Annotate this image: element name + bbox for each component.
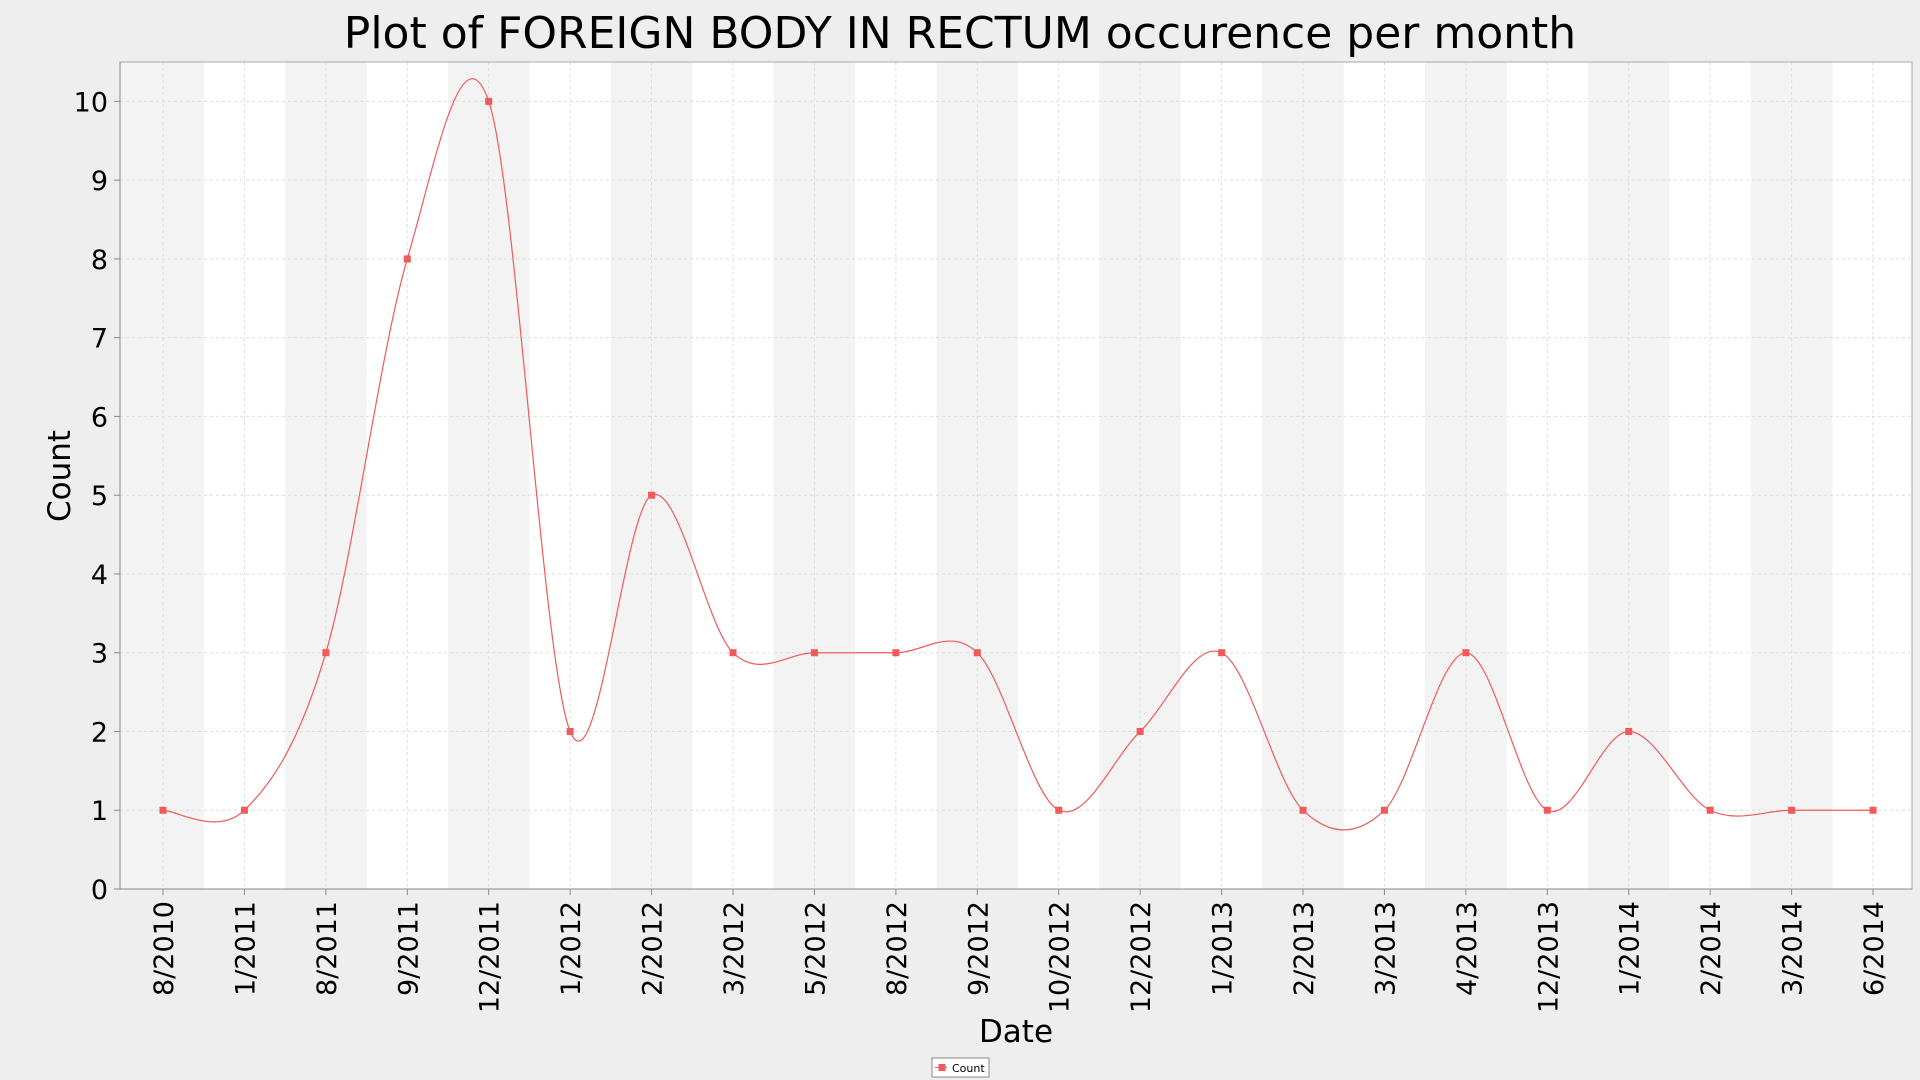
data-point — [1706, 806, 1714, 814]
data-point — [240, 806, 248, 814]
y-tick-label: 8 — [91, 245, 108, 276]
plot-bands — [120, 62, 1912, 889]
data-point — [403, 255, 411, 263]
x-tick-label: 12/2013 — [1533, 901, 1564, 1013]
legend: Count — [931, 1057, 990, 1078]
series-count — [159, 78, 1877, 831]
x-tick-label: 1/2012 — [556, 901, 587, 996]
plot-band — [610, 62, 693, 889]
x-tick-label: 3/2013 — [1370, 901, 1401, 996]
data-point — [1380, 806, 1388, 814]
plot-band — [855, 62, 937, 889]
plot-band — [529, 62, 611, 889]
data-point — [1136, 727, 1144, 735]
data-point — [973, 649, 981, 657]
x-axis: 8/2010 1/2011 8/2011 9/2011 12/2011 1/2012 2/2… — [120, 888, 1912, 1013]
data-point — [729, 649, 737, 657]
x-tick-label: 8/2011 — [312, 901, 343, 996]
y-tick-label: 1 — [91, 796, 108, 827]
data-point — [1299, 806, 1307, 814]
plot-band — [1343, 62, 1426, 889]
y-axis: 0 1 2 3 4 5 6 7 8 9 10 — [74, 62, 121, 906]
x-tick-label: 3/2012 — [719, 901, 750, 996]
x-tick-label: 2/2012 — [638, 901, 669, 996]
x-tick-label: 5/2012 — [800, 901, 831, 996]
plot-band — [1750, 62, 1833, 889]
y-tick-label: 5 — [91, 481, 108, 512]
plot-band — [936, 62, 1019, 889]
plot-band — [366, 62, 449, 889]
plot-band — [1180, 62, 1263, 889]
data-point — [1788, 806, 1796, 814]
legend-marker — [938, 1064, 946, 1071]
plot-band — [1018, 62, 1100, 889]
plot-band — [1588, 62, 1670, 889]
data-point — [1218, 649, 1226, 657]
x-tick-label: 8/2010 — [149, 901, 180, 996]
x-tick-label: 1/2013 — [1208, 901, 1239, 996]
plot-band — [120, 62, 204, 889]
y-axis-label: Count — [42, 430, 78, 522]
x-tick-label: 12/2012 — [1126, 901, 1157, 1013]
x-axis-label: Date — [979, 1014, 1053, 1050]
y-tick-label: 3 — [91, 639, 108, 670]
x-tick-label: 1/2011 — [230, 901, 261, 996]
plot-band — [1832, 62, 1912, 889]
x-tick-label: 8/2012 — [882, 901, 913, 996]
plot-band — [1506, 62, 1589, 889]
data-point — [892, 649, 900, 657]
plot-band — [1669, 62, 1751, 889]
x-tick-label: 2/2014 — [1696, 901, 1727, 996]
chart-title: Plot of FOREIGN BODY IN RECTUM occurence… — [344, 8, 1576, 59]
series-line — [162, 78, 1874, 831]
x-tick-label: 4/2013 — [1452, 901, 1483, 996]
legend-box — [931, 1057, 990, 1078]
plot-band — [285, 62, 367, 889]
x-tick-label: 3/2014 — [1778, 901, 1809, 996]
data-point — [1625, 727, 1633, 735]
plot-band — [1262, 62, 1344, 889]
x-tick-label: 1/2014 — [1615, 901, 1646, 996]
y-tick-label: 2 — [91, 717, 108, 748]
data-point — [648, 491, 656, 499]
data-point — [1462, 649, 1470, 657]
data-point — [1869, 806, 1877, 814]
x-tick-label: 9/2011 — [393, 901, 424, 996]
x-tick-label: 6/2014 — [1859, 901, 1890, 996]
plot-band — [1099, 62, 1181, 889]
x-tick-label: 10/2012 — [1045, 901, 1076, 1013]
data-point — [1055, 806, 1063, 814]
y-tick-label: 6 — [91, 402, 108, 433]
data-point — [810, 649, 818, 657]
data-point — [485, 97, 493, 105]
x-tick-label: 2/2013 — [1289, 901, 1320, 996]
x-tick-label: 9/2012 — [963, 901, 994, 996]
plot-band — [773, 62, 856, 889]
data-point — [159, 806, 167, 814]
plot-band — [203, 62, 286, 889]
y-tick-label: 9 — [91, 166, 108, 197]
plot-band — [448, 62, 530, 889]
legend-label: Count — [952, 1062, 985, 1075]
y-tick-label: 4 — [91, 560, 108, 591]
plot-band — [692, 62, 774, 889]
y-tick-label: 7 — [91, 324, 108, 355]
y-tick-label: 10 — [74, 87, 108, 118]
y-tick-label: 0 — [91, 875, 108, 906]
x-tick-label: 12/2011 — [475, 901, 506, 1013]
data-point — [1543, 806, 1551, 814]
plot-band — [1425, 62, 1507, 889]
data-point — [322, 649, 330, 657]
data-point — [566, 727, 574, 735]
